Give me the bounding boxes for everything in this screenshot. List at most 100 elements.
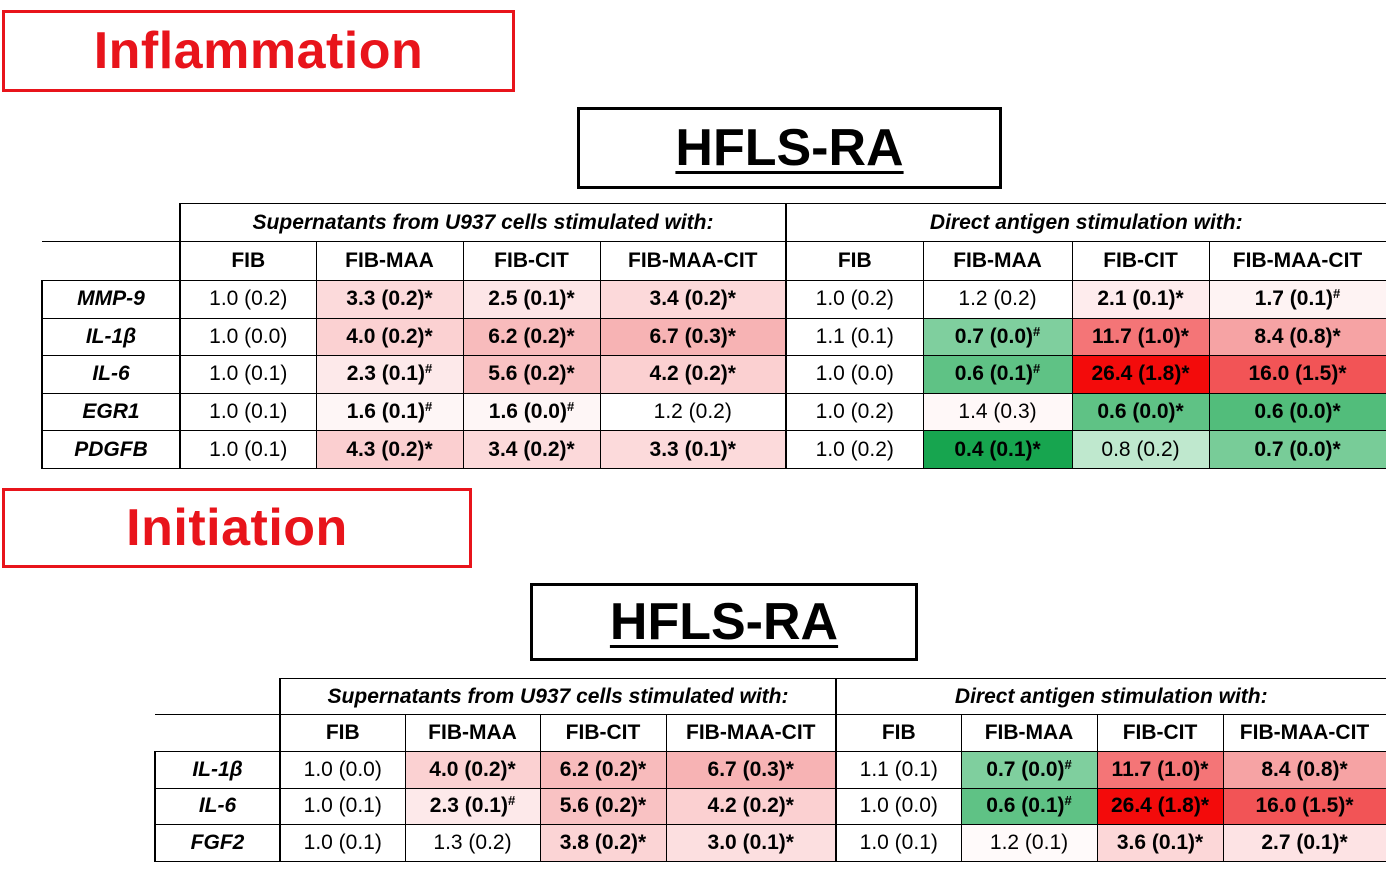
fold-change-cell: 16.0 (1.5)* <box>1222 787 1386 825</box>
fold-change-value: 0.6 (0.0) <box>1254 400 1333 424</box>
fold-change-cell: 0.7 (0.0)# <box>922 317 1073 357</box>
column-header: FIB-CIT <box>1071 241 1210 281</box>
table-row: PDGFB 1.0 (0.1) 4.3 (0.2)* 3.4 (0.2)* 3.3 (0… <box>41 430 1386 469</box>
fold-change-cell: 1.1 (0.1) <box>785 317 924 357</box>
section-title: Inflammation <box>93 22 424 80</box>
cell-line-title-box: HFLS-RA <box>577 107 1002 189</box>
significance-hash-marker: # <box>424 361 433 377</box>
fold-change-cell: 3.4 (0.2)* <box>599 280 787 319</box>
significance-star-marker: * <box>424 437 433 461</box>
fold-change-value: 3.0 (0.1) <box>707 830 786 854</box>
table-row: MMP-9 1.0 (0.2) 3.3 (0.2)* 2.5 (0.1)* 3.4 (0… <box>41 280 1386 319</box>
fold-change-cell: 1.6 (0.0)# <box>462 392 601 432</box>
significance-hash-marker: # <box>1033 361 1041 377</box>
column-header: FIB-MAA <box>315 241 464 281</box>
fold-change-value: 1.0 (0.0) <box>209 324 288 348</box>
significance-hash-marker: # <box>1064 756 1072 772</box>
fold-change-cell: 11.7 (1.0)* <box>1096 751 1224 789</box>
fold-change-value: 1.0 (0.1) <box>859 830 938 854</box>
significance-star-marker: * <box>1332 437 1341 461</box>
significance-star-marker: * <box>638 830 647 854</box>
fold-change-value: 1.0 (0.2) <box>815 287 894 311</box>
fold-change-cell: 8.4 (0.8)* <box>1222 751 1386 789</box>
gene-label: IL-6 <box>41 355 181 394</box>
fold-change-value: 6.7 (0.3) <box>649 324 728 348</box>
fold-change-value: 6.2 (0.2) <box>559 757 639 781</box>
significance-hash-marker: # <box>1064 793 1072 809</box>
fold-change-value: 1.1 (0.1) <box>859 757 938 781</box>
fold-change-value: 1.0 (0.1) <box>209 362 288 386</box>
fold-change-value: 0.6 (0.1) <box>954 362 1033 386</box>
column-header: FIB-MAA-CIT <box>1222 714 1386 752</box>
table-row: FGF2 1.0 (0.1) 1.3 (0.2) 3.8 (0.2)* 3.0 (0.1… <box>154 824 1386 862</box>
fold-change-cell: 4.0 (0.2)* <box>404 751 541 789</box>
significance-star-marker: * <box>785 830 794 854</box>
fold-change-cell: 3.4 (0.2)* <box>462 430 601 469</box>
fold-change-value: 2.1 (0.1) <box>1097 287 1176 311</box>
group-header-row: Supernatants from U937 cells stimulated … <box>155 678 1386 715</box>
fold-change-cell: 5.6 (0.2)* <box>462 355 601 394</box>
fold-change-value: 8.4 (0.8) <box>1261 757 1340 781</box>
fold-change-cell: 1.2 (0.1) <box>960 824 1098 862</box>
fold-change-value: 0.7 (0.0) <box>1254 437 1333 461</box>
fold-change-value: 1.6 (0.1) <box>346 400 425 424</box>
gene-label: IL-1β <box>41 317 181 357</box>
fold-change-cell: 0.8 (0.2) <box>1071 430 1210 469</box>
group-header-supernatants: Supernatants from U937 cells stimulated … <box>278 678 837 715</box>
significance-star-marker: * <box>1175 400 1184 424</box>
cell-line-title-box: HFLS-RA <box>530 583 918 661</box>
significance-star-marker: * <box>1332 324 1341 348</box>
column-header: FIB <box>785 241 924 281</box>
fold-change-cell: 1.7 (0.1)# <box>1208 280 1386 319</box>
significance-star-marker: * <box>1195 830 1204 854</box>
fold-change-cell: 1.0 (0.0) <box>279 751 406 789</box>
fold-change-cell: 1.0 (0.1) <box>835 824 962 862</box>
fold-change-cell: 1.1 (0.1) <box>835 751 962 789</box>
column-header: FIB-MAA-CIT <box>1208 241 1386 281</box>
fold-change-value: 1.6 (0.0) <box>488 400 567 424</box>
fold-change-value: 0.7 (0.0) <box>954 324 1033 348</box>
column-header: FIB-CIT <box>1096 714 1224 752</box>
fold-change-cell: 1.0 (0.1) <box>179 355 317 394</box>
significance-star-marker: * <box>1339 830 1348 854</box>
fold-change-cell: 2.3 (0.1)# <box>315 355 464 394</box>
fold-change-value: 4.2 (0.2) <box>707 794 786 818</box>
significance-star-marker: * <box>1200 757 1209 781</box>
significance-star-marker: * <box>1175 287 1184 311</box>
fold-change-value: 4.3 (0.2) <box>346 437 425 461</box>
fold-change-cell: 1.4 (0.3) <box>922 392 1073 432</box>
fold-change-cell: 26.4 (1.8)* <box>1096 787 1224 825</box>
gene-label: EGR1 <box>41 392 181 432</box>
cell-line-title: HFLS-RA <box>675 119 904 177</box>
table-row: IL-1β 1.0 (0.0) 4.0 (0.2)* 6.2 (0.2)* 6.7 (0… <box>41 317 1386 357</box>
fold-change-value: 1.2 (0.1) <box>989 830 1069 854</box>
fold-change-value: 3.3 (0.1) <box>649 437 728 461</box>
fold-change-cell: 1.0 (0.1) <box>279 787 406 825</box>
significance-star-marker: * <box>638 794 647 818</box>
fold-change-cell: 3.0 (0.1)* <box>665 824 837 862</box>
fold-change-value: 1.4 (0.3) <box>958 400 1037 424</box>
significance-star-marker: * <box>1338 362 1347 386</box>
table-row: IL-6 1.0 (0.1) 2.3 (0.1)# 5.6 (0.2)* 4.2 (0.… <box>154 787 1386 825</box>
fold-change-cell: 3.3 (0.1)* <box>599 430 787 469</box>
fold-change-value: 3.4 (0.2) <box>488 437 567 461</box>
gene-label: FGF2 <box>154 824 281 862</box>
gene-label: IL-6 <box>154 787 281 825</box>
significance-star-marker: * <box>727 324 736 348</box>
fold-change-cell: 1.0 (0.1) <box>179 430 317 469</box>
column-header: FIB <box>179 241 317 281</box>
gene-label: IL-1β <box>154 751 281 789</box>
significance-star-marker: * <box>424 287 433 311</box>
fold-change-cell: 1.6 (0.1)# <box>315 392 464 432</box>
fold-change-value: 1.0 (0.2) <box>209 287 288 311</box>
fold-change-value: 3.3 (0.2) <box>346 287 425 311</box>
significance-star-marker: * <box>1339 757 1348 781</box>
column-header: FIB-MAA <box>922 241 1073 281</box>
group-header-row: Supernatants from U937 cells stimulated … <box>42 203 1386 242</box>
fold-change-value: 3.8 (0.2) <box>559 830 639 854</box>
fold-change-value: 1.0 (0.1) <box>303 830 382 854</box>
fold-change-cell: 6.7 (0.3)* <box>665 751 837 789</box>
section-title: Initiation <box>126 499 348 557</box>
significance-star-marker: * <box>727 362 736 386</box>
fold-change-value: 26.4 (1.8) <box>1110 794 1201 818</box>
